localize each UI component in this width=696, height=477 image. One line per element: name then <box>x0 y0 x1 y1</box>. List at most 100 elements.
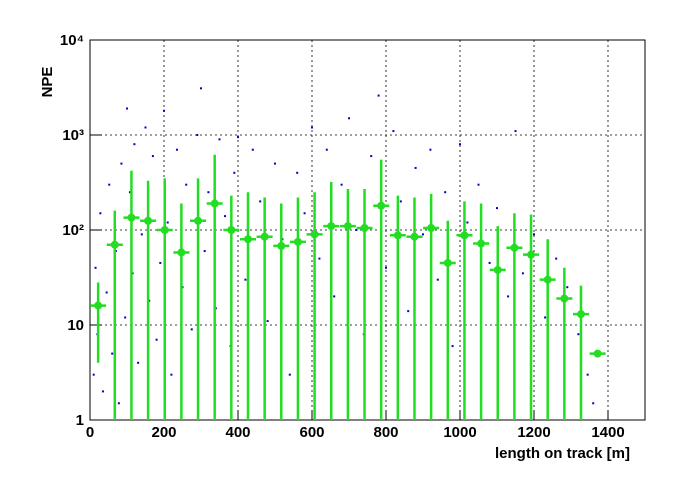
x-tick-label: 400 <box>225 424 250 441</box>
scatter-point <box>377 94 380 97</box>
scatter-point <box>422 233 424 236</box>
scatter-point <box>251 148 254 151</box>
scatter-point <box>218 138 221 141</box>
profile-marker <box>177 248 186 257</box>
scatter-point <box>117 402 120 405</box>
profile-marker <box>310 230 319 239</box>
scatter-point <box>555 257 558 260</box>
scatter-point <box>333 295 336 298</box>
scatter-point <box>496 207 498 210</box>
scatter-point <box>436 278 439 281</box>
scatter-point <box>340 183 343 186</box>
scatter-point <box>120 162 123 165</box>
scatter-point <box>200 87 202 90</box>
scatter-point <box>237 136 239 139</box>
scatter-point <box>233 171 236 174</box>
scatter-point <box>514 130 517 133</box>
scatter-point <box>477 183 480 186</box>
scatter-point <box>140 233 143 236</box>
profile-marker <box>560 294 569 303</box>
scatter-point <box>175 148 178 151</box>
scatter-point <box>544 316 547 319</box>
scatter-point <box>429 148 432 151</box>
profile-marker <box>110 240 119 249</box>
y-tick-label: 1 <box>76 412 84 429</box>
scatter-point <box>318 257 321 260</box>
scatter-point <box>224 215 227 218</box>
scatter-point <box>521 272 524 275</box>
profile-marker <box>293 237 302 246</box>
scatter-point <box>126 107 128 110</box>
profile-marker <box>343 222 352 231</box>
profile-marker <box>260 232 269 241</box>
scatter-point <box>311 126 313 129</box>
scatter-point <box>190 328 193 331</box>
scatter-point <box>155 338 158 341</box>
profile-marker <box>460 231 469 240</box>
profile-marker <box>427 223 436 232</box>
x-tick-label: 1000 <box>443 424 476 441</box>
profile-marker <box>194 216 203 225</box>
profile-marker <box>210 199 219 208</box>
scatter-point <box>586 373 589 376</box>
y-tick-label: 10 <box>67 317 84 334</box>
scatter-point <box>170 373 173 376</box>
y-tick-label: 10⁴ <box>60 32 84 49</box>
profile-marker <box>377 201 386 210</box>
scatter-point <box>108 183 111 186</box>
x-axis-title: length on track [m] <box>495 445 630 462</box>
scatter-point <box>196 134 199 136</box>
scatter-point <box>259 200 262 203</box>
scatter-point <box>566 286 569 289</box>
x-tick-label: 600 <box>299 424 324 441</box>
y-tick-label: 10² <box>62 222 84 239</box>
profile-marker <box>477 239 486 248</box>
x-tick-label: 0 <box>86 424 94 441</box>
scatter-point <box>296 171 299 174</box>
scatter-point <box>451 345 454 348</box>
profile-marker <box>243 235 252 244</box>
scatter-point <box>185 183 188 186</box>
profile-marker <box>94 301 103 310</box>
scatter-point <box>407 310 410 313</box>
y-axis-title: NPE <box>39 67 56 98</box>
scatter-point <box>392 130 395 133</box>
profile-marker <box>327 222 336 231</box>
profile-marker <box>393 231 402 240</box>
scatter-point <box>105 291 108 294</box>
x-tick-label: 1200 <box>517 424 550 441</box>
profile-marker <box>160 226 169 234</box>
profile-marker <box>360 223 369 232</box>
scatter-point <box>592 402 595 405</box>
scatter-point <box>414 166 417 169</box>
scatter-point <box>163 109 165 112</box>
scatter-point <box>124 316 127 319</box>
scatter-point <box>444 191 447 194</box>
scatter-point <box>288 373 291 376</box>
scatter-point <box>577 333 580 336</box>
scatter-point <box>266 320 269 323</box>
scatter-point <box>507 295 510 298</box>
scatter-point <box>348 117 350 120</box>
scatter-point <box>159 261 162 264</box>
profile-marker <box>277 241 286 250</box>
profile-marker <box>410 232 419 241</box>
profile-marker <box>593 349 602 358</box>
scatter-point <box>533 233 535 236</box>
scatter-point <box>325 148 328 151</box>
scatter-point <box>488 261 491 264</box>
scatter-point <box>166 221 169 224</box>
profile-marker <box>510 243 519 252</box>
scatter-point <box>274 162 276 165</box>
scatter-point <box>99 212 102 215</box>
scatter-point <box>385 266 387 269</box>
scatter-point <box>101 390 104 393</box>
profile-marker <box>493 265 502 274</box>
scatter-point <box>111 352 114 355</box>
x-tick-label: 800 <box>373 424 398 441</box>
scatter-point <box>466 221 469 224</box>
y-tick-label: 10³ <box>62 127 84 144</box>
scatter-point <box>203 250 206 253</box>
